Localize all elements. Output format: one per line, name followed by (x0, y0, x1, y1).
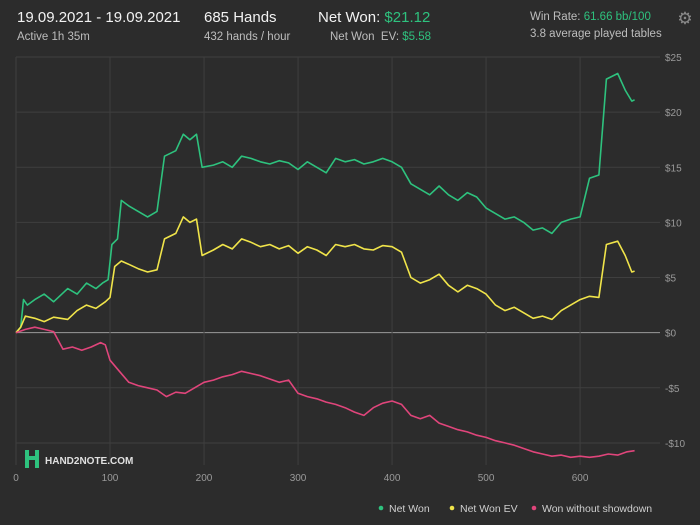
x-tick-label: 600 (572, 473, 589, 484)
y-tick-label: -$5 (665, 384, 680, 395)
x-tick-label: 0 (13, 473, 19, 484)
x-tick-label: 200 (196, 473, 213, 484)
active-time: Active 1h 35m (17, 31, 90, 43)
logo-text: HAND2NOTE.COM (45, 456, 133, 467)
net-won-value: $21.12 (384, 9, 431, 26)
net-won-ev-label: Net Won EV: (330, 31, 403, 43)
x-tick-label: 400 (384, 473, 401, 484)
win-rate: Win Rate: 61.66 bb/100 (530, 11, 651, 23)
y-tick-label: $0 (665, 329, 677, 340)
y-tick-label: $20 (665, 108, 682, 119)
series-line (15, 72, 635, 334)
legend-label[interactable]: Won without showdown (542, 503, 652, 515)
net-won-label: Net Won: (318, 9, 385, 26)
net-won-ev: Net Won EV: $5.58 (330, 31, 431, 43)
avg-tables: 3.8 average played tables (530, 28, 662, 40)
y-tick-label: $25 (665, 53, 682, 64)
win-rate-label: Win Rate: (530, 11, 584, 23)
series-line (15, 216, 635, 334)
x-tick-label: 300 (290, 473, 307, 484)
net-won: Net Won: $21.12 (318, 9, 430, 26)
net-won-ev-value: $5.58 (402, 31, 432, 43)
hands-count: 685 Hands (204, 9, 277, 26)
logo-icon (25, 450, 39, 468)
legend-label[interactable]: Net Won EV (460, 503, 518, 515)
legend-marker[interactable] (378, 505, 384, 511)
y-tick-label: $5 (665, 274, 677, 285)
legend-marker[interactable] (531, 505, 537, 511)
date-range: 19.09.2021 - 19.09.2021 (17, 9, 181, 26)
y-tick-label: $15 (665, 163, 682, 174)
y-tick-label: $10 (665, 218, 682, 229)
x-tick-label: 500 (478, 473, 495, 484)
hand2note-logo: HAND2NOTE.COM (25, 450, 133, 468)
hands-rate: 432 hands / hour (204, 31, 291, 43)
x-tick-label: 100 (102, 473, 119, 484)
legend-marker[interactable] (449, 505, 455, 511)
series-line (15, 326, 635, 459)
legend-label[interactable]: Net Won (389, 503, 430, 515)
y-tick-label: -$10 (665, 439, 685, 450)
win-rate-value: 61.66 bb/100 (583, 11, 651, 23)
gear-icon[interactable]: ⚙ (677, 9, 693, 28)
